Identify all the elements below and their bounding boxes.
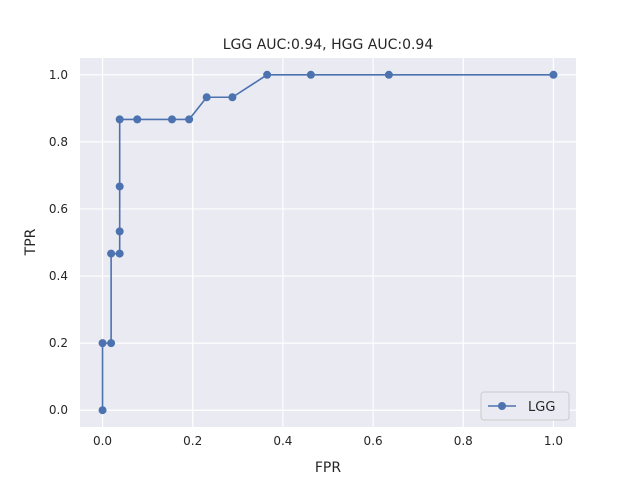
y-axis-label: TPR [23,228,39,256]
x-tick-labels: 0.0 0.2 0.4 0.6 0.8 1.0 [93,434,563,448]
plot-background [80,58,576,427]
x-tick-label: 0.2 [183,434,202,448]
y-tick-label: 0.6 [49,202,68,216]
y-tick-label: 0.4 [49,269,68,283]
x-tick-label: 0.8 [454,434,473,448]
data-point [133,115,142,124]
data-point [98,406,107,415]
chart-title: LGG AUC:0.94, HGG AUC:0.94 [223,37,434,53]
series-layer [98,70,558,415]
data-point [549,70,558,79]
data-point [107,249,116,258]
y-tick-label: 0.0 [49,403,68,417]
data-point [115,249,124,258]
data-point [263,70,272,79]
data-point [115,115,124,124]
grid-lines [80,58,576,427]
x-tick-label: 1.0 [544,434,563,448]
legend-marker [498,402,506,410]
x-tick-label: 0.4 [273,434,292,448]
data-point [98,339,107,348]
x-tick-label: 0.6 [364,434,383,448]
x-axis-label: FPR [315,460,341,476]
data-point [115,182,124,191]
data-point [185,115,194,124]
data-point [107,339,116,348]
data-point [202,93,211,102]
data-point [115,227,124,236]
data-point [228,93,237,102]
y-tick-label: 0.2 [49,336,68,350]
y-tick-labels: 0.0 0.2 0.4 0.6 0.8 1.0 [49,68,68,417]
data-point [306,70,315,79]
data-point [167,115,176,124]
legend-label-lgg: LGG [528,400,555,415]
legend: LGG [480,391,570,421]
y-tick-label: 0.8 [49,135,68,149]
y-tick-label: 1.0 [49,68,68,82]
legend-box [480,391,570,421]
x-tick-label: 0.0 [93,434,112,448]
data-point [384,70,393,79]
